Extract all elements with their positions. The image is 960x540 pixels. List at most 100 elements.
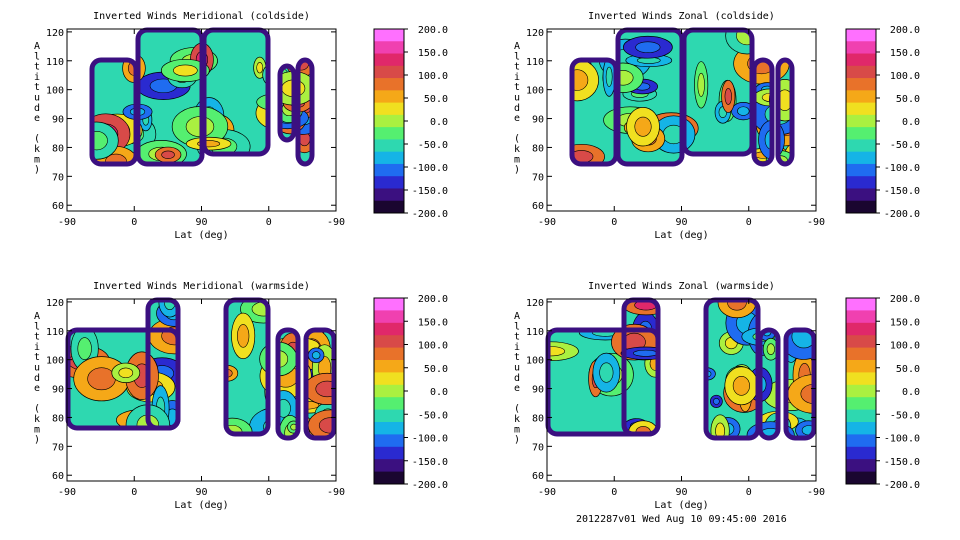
- colorbar-swatch: [374, 163, 404, 177]
- contour-level: [633, 349, 659, 357]
- colorbar-tick-label: -50.0: [890, 410, 920, 421]
- colorbar-swatch: [374, 434, 404, 448]
- contour-level: [635, 41, 661, 54]
- colorbar-swatch: [846, 347, 876, 361]
- contour-level: [311, 351, 321, 360]
- x-tick-label: 0: [611, 217, 617, 228]
- colorbar-tick-label: 0.0: [902, 117, 920, 128]
- colorbar-swatch: [374, 151, 404, 165]
- colorbar-swatch: [374, 422, 404, 435]
- contour-level: [715, 422, 726, 439]
- colorbar-tick-label: -150.0: [412, 186, 448, 197]
- colorbar-swatch: [374, 409, 404, 423]
- x-axis-label: Lat (deg): [654, 500, 708, 511]
- colorbar-swatch: [846, 127, 876, 140]
- colorbar-swatch: [846, 102, 876, 116]
- colorbar-swatch: [374, 29, 404, 42]
- colorbar-tick-label: -150.0: [884, 457, 920, 468]
- y-tick-label: 110: [46, 57, 64, 68]
- colorbar-swatch: [846, 188, 876, 202]
- footer-timestamp: 2012287v01 Wed Aug 10 09:45:00 2016: [576, 514, 787, 525]
- x-axis-label: Lat (deg): [174, 500, 228, 511]
- colorbar-swatch: [846, 360, 876, 373]
- colorbar-swatch: [846, 139, 876, 153]
- contour-level: [634, 116, 652, 137]
- contour-level: [697, 72, 705, 97]
- colorbar-swatch: [846, 471, 876, 485]
- contour-level: [727, 299, 747, 311]
- colorbar-swatch: [846, 151, 876, 165]
- y-tick-label: 120: [46, 28, 64, 39]
- colorbar-swatch: [846, 372, 876, 386]
- contour-edge: [303, 327, 337, 441]
- contour-level: [87, 367, 116, 391]
- y-tick-label: 120: [46, 298, 64, 309]
- colorbar-swatch: [374, 360, 404, 373]
- colorbar-swatch: [374, 397, 404, 411]
- colorbar-tick-label: 100.0: [890, 71, 920, 82]
- x-tick-label: -90: [58, 487, 76, 498]
- contour-level: [766, 343, 775, 355]
- contour-edge: [751, 57, 775, 167]
- colorbar-swatch: [846, 298, 876, 311]
- chart-panel: Inverted Winds Zonal (warmside) -90 0 90 0 -9…: [514, 281, 920, 511]
- colorbar-swatch: [374, 471, 404, 485]
- contour-level: [237, 324, 250, 348]
- y-tick-label: 100: [526, 356, 544, 367]
- x-tick-label: 90: [195, 217, 207, 228]
- colorbar-swatch: [374, 114, 404, 128]
- colorbar-tick-label: -200.0: [884, 209, 920, 220]
- x-tick-label: -90: [538, 487, 556, 498]
- contour-edge: [757, 327, 781, 441]
- colorbar-swatch: [846, 310, 876, 324]
- chart-title: Inverted Winds Zonal (warmside): [588, 281, 775, 292]
- y-tick-label: 60: [532, 471, 544, 482]
- contour-edge: [223, 297, 271, 437]
- chart-panel: Inverted Winds Meridional (coldside) -90 0…: [34, 11, 448, 241]
- x-tick-label: -90: [807, 217, 825, 228]
- x-axis-label: Lat (deg): [654, 230, 708, 241]
- contour-field: [547, 299, 815, 439]
- x-tick-label: -90: [807, 487, 825, 498]
- colorbar-tick-label: 0.0: [430, 117, 448, 128]
- y-tick-label: 100: [46, 356, 64, 367]
- colorbar-swatch: [846, 78, 876, 91]
- colorbar-swatch: [374, 310, 404, 324]
- contour-level: [732, 375, 750, 396]
- colorbar-swatch: [374, 53, 404, 67]
- colorbar-tick-label: 0.0: [430, 387, 448, 398]
- colorbar-tick-label: -100.0: [412, 434, 448, 445]
- contour-edge: [277, 63, 297, 143]
- colorbar-swatch: [374, 139, 404, 153]
- colorbar-tick-label: 200.0: [890, 25, 920, 36]
- colorbar-swatch: [374, 65, 404, 79]
- x-tick-label: 0: [746, 217, 752, 228]
- colorbar-tick-label: 50.0: [424, 94, 448, 105]
- contour-level: [173, 64, 198, 77]
- x-axis-label: Lat (deg): [174, 230, 228, 241]
- colorbar-tick-label: 100.0: [890, 341, 920, 352]
- colorbar-tick-label: -100.0: [884, 434, 920, 445]
- contour-edge: [783, 327, 817, 441]
- y-tick-label: 70: [532, 442, 544, 453]
- x-tick-label: -90: [327, 487, 345, 498]
- colorbar-swatch: [846, 114, 876, 128]
- colorbar-tick-label: -100.0: [412, 163, 448, 174]
- y-tick-label: 110: [526, 327, 544, 338]
- chart-title: Inverted Winds Meridional (warmside): [93, 281, 310, 292]
- x-tick-label: 0: [611, 487, 617, 498]
- colorbar-tick-label: 200.0: [890, 294, 920, 305]
- colorbar-tick-label: 200.0: [418, 25, 448, 36]
- colorbar-swatch: [374, 446, 404, 460]
- y-tick-label: 80: [532, 143, 544, 154]
- colorbar-swatch: [374, 90, 404, 104]
- colorbar-tick-label: 50.0: [896, 364, 920, 375]
- colorbar-swatch: [846, 41, 876, 55]
- colorbar-tick-label: -200.0: [884, 480, 920, 491]
- colorbar-swatch: [374, 78, 404, 91]
- colorbar-swatch: [846, 459, 876, 473]
- colorbar-swatch: [846, 335, 876, 349]
- contour-edge: [295, 57, 315, 167]
